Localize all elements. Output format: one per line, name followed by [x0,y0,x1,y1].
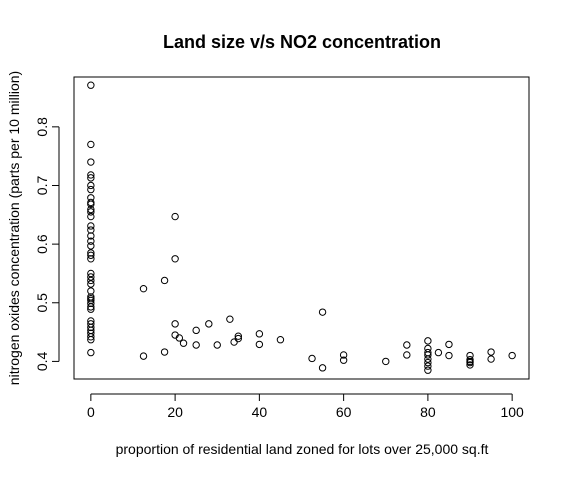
data-point [171,255,179,263]
data-point [434,348,443,357]
data-point [487,355,495,363]
data-point [230,338,238,346]
data-point [424,366,432,374]
data-point [87,81,95,89]
x-tick-label: 100 [500,404,524,420]
data-point [87,273,95,281]
data-point [318,308,327,316]
data-point [87,200,95,208]
data-point [255,340,264,349]
data-point [87,171,95,179]
data-point [87,276,95,285]
data-point [382,357,390,366]
x-axis-label: proportion of residential land zoned for… [116,441,489,457]
data-point [308,354,316,363]
data-point [87,255,95,263]
data-point [466,358,474,367]
data-point [87,158,95,166]
data-point [318,364,327,372]
data-point [234,332,243,340]
data-point [255,330,264,338]
data-point [466,351,474,360]
data-point [424,362,432,370]
data-point [192,326,200,335]
data-point [403,351,411,359]
data-point [213,341,221,349]
y-axis-label: nitrogen oxides concentration (parts per… [6,71,22,385]
data-point [339,351,348,359]
data-point [175,334,184,342]
y-axis: 0.4 0.5 0.6 0.7 0.8 [34,117,60,371]
x-tick-label: 60 [336,404,352,420]
data-point [87,269,95,278]
data-point [466,361,474,369]
data-point [424,337,432,345]
y-tick-label: 0.6 [34,234,50,254]
data-point [87,323,95,332]
data-points [87,81,516,374]
data-point [87,299,95,308]
x-tick-label: 40 [252,404,268,420]
y-tick-label: 0.4 [34,351,50,371]
data-point [87,174,95,182]
x-axis: 0 20 40 60 80 100 [87,393,524,420]
data-point [87,280,95,288]
data-point [139,352,148,360]
data-point [87,333,95,341]
data-point [87,212,95,221]
data-point [87,181,95,190]
data-point [487,348,495,356]
data-point [87,226,95,234]
plot-frame [73,76,530,380]
data-point [171,320,179,328]
data-point [508,351,516,360]
data-point [226,315,234,323]
data-point [424,358,432,367]
data-point [87,287,95,295]
data-point [87,249,95,257]
data-point [339,356,348,364]
data-point [276,336,285,344]
data-point [87,185,95,194]
data-point [234,334,243,343]
data-point [87,208,95,216]
y-tick-label: 0.7 [34,176,50,196]
x-tick-label: 20 [167,404,183,420]
x-tick-label: 80 [420,404,436,420]
data-point [87,232,95,240]
data-point [424,351,432,359]
data-point [424,355,432,363]
data-point [205,320,213,328]
data-point [87,251,95,259]
y-tick-label: 0.5 [34,293,50,313]
data-point [87,205,95,214]
data-point [171,212,179,221]
data-point [87,305,95,313]
data-point [445,340,453,349]
data-point [87,348,95,357]
data-point [139,284,148,293]
data-point [87,336,95,344]
data-point [87,303,95,311]
data-point [87,222,95,230]
data-point [87,140,95,149]
data-point [403,341,411,349]
data-point [87,237,95,245]
x-tick-label: 0 [87,404,95,420]
data-point [179,339,188,347]
data-point [445,351,453,360]
data-point [87,242,95,250]
data-point [192,341,200,349]
data-point [160,276,169,285]
data-point [160,348,169,356]
y-tick-label: 0.8 [34,117,50,137]
chart-title: Land size v/s NO2 concentration [163,32,441,52]
